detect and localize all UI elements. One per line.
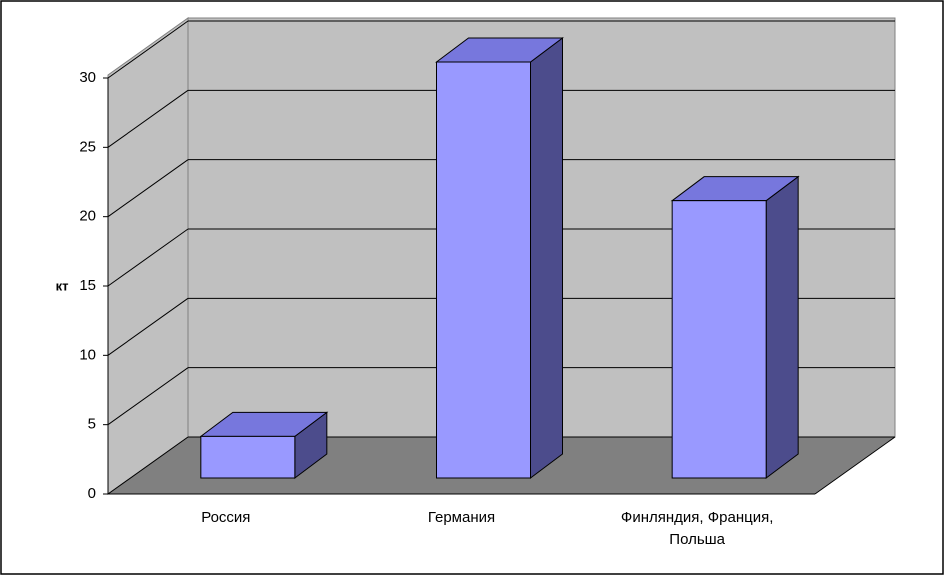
bar bbox=[200, 435, 296, 479]
bar-side bbox=[765, 175, 799, 479]
y-tick-label: 15 bbox=[79, 277, 96, 294]
x-tick-label: Германия bbox=[427, 509, 496, 526]
grid-line bbox=[107, 367, 189, 426]
x-tick-label: Россия bbox=[201, 509, 251, 526]
side-wall bbox=[107, 17, 189, 495]
grid-line bbox=[107, 159, 189, 218]
grid-line bbox=[107, 89, 189, 148]
y-tick-label: 10 bbox=[79, 346, 96, 363]
y-tick-label: 0 bbox=[88, 485, 96, 502]
y-axis-label: кт bbox=[56, 278, 69, 293]
floor-edge bbox=[814, 436, 896, 495]
grid-line bbox=[107, 297, 189, 356]
y-tick-label: 5 bbox=[88, 416, 96, 433]
grid-line bbox=[107, 20, 189, 79]
bar bbox=[436, 61, 531, 479]
y-tick-label: 25 bbox=[79, 138, 96, 155]
bar bbox=[671, 200, 767, 479]
y-tick-label: 30 bbox=[79, 69, 96, 86]
x-tick-label: Финляндия, Франция, Польша bbox=[620, 509, 774, 548]
y-tick-label: 20 bbox=[79, 208, 96, 225]
bar-side bbox=[530, 37, 563, 479]
grid-line bbox=[107, 436, 189, 495]
grid-line bbox=[107, 228, 189, 287]
